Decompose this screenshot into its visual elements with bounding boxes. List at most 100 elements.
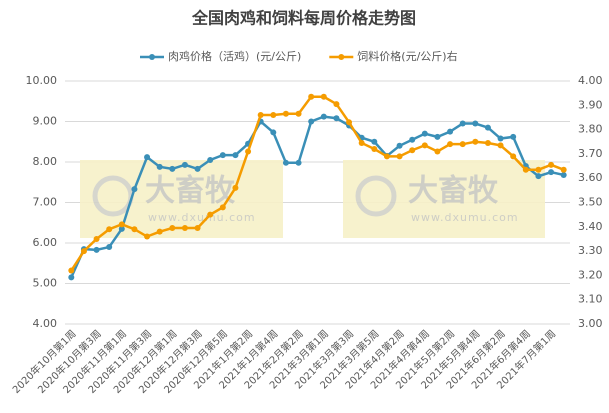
data-point bbox=[169, 165, 176, 172]
data-point bbox=[106, 226, 113, 233]
legend-marker bbox=[338, 54, 345, 60]
data-point bbox=[371, 146, 378, 153]
data-point bbox=[181, 161, 188, 168]
data-point bbox=[270, 112, 277, 119]
data-point bbox=[560, 166, 567, 173]
y2-tick-label: 3.90 bbox=[578, 98, 603, 111]
data-point bbox=[409, 147, 416, 154]
y2-tick-label: 3.10 bbox=[578, 293, 603, 306]
data-point bbox=[144, 233, 151, 240]
data-point bbox=[560, 171, 567, 178]
data-point bbox=[80, 248, 87, 255]
data-point bbox=[548, 161, 555, 168]
data-point bbox=[93, 246, 100, 253]
data-point bbox=[232, 184, 239, 191]
data-point bbox=[396, 142, 403, 149]
data-point bbox=[232, 152, 239, 159]
y-tick-label: 10.00 bbox=[26, 74, 58, 87]
data-point bbox=[308, 93, 315, 100]
y-tick-label: 4.00 bbox=[33, 317, 58, 330]
data-point bbox=[169, 225, 176, 232]
data-point bbox=[535, 166, 542, 173]
y-tick-label: 8.00 bbox=[33, 155, 58, 168]
data-point bbox=[181, 225, 188, 232]
data-point bbox=[434, 133, 441, 140]
data-point bbox=[207, 156, 214, 163]
y2-tick-label: 3.00 bbox=[578, 317, 603, 330]
data-point bbox=[219, 204, 226, 211]
y2-tick-label: 3.40 bbox=[578, 220, 603, 233]
data-point bbox=[434, 148, 441, 155]
data-point bbox=[484, 139, 491, 146]
data-point bbox=[118, 221, 125, 228]
data-point bbox=[383, 153, 390, 160]
data-point bbox=[447, 141, 454, 148]
data-point bbox=[421, 130, 428, 137]
data-point bbox=[219, 152, 226, 159]
watermark-box bbox=[343, 160, 545, 238]
data-point bbox=[68, 267, 75, 274]
legend-label: 肉鸡价格（活鸡）(元/公斤) bbox=[168, 49, 301, 63]
data-point bbox=[371, 138, 378, 145]
data-point bbox=[320, 113, 327, 120]
data-point bbox=[131, 226, 138, 233]
y-tick-label: 9.00 bbox=[33, 115, 58, 128]
data-point bbox=[295, 110, 302, 117]
watermark-url: www.dxumu.com bbox=[411, 211, 519, 224]
data-point bbox=[510, 133, 517, 140]
data-point bbox=[194, 225, 201, 232]
data-point bbox=[106, 244, 113, 251]
data-point bbox=[421, 142, 428, 149]
data-point bbox=[118, 225, 125, 232]
data-point bbox=[270, 129, 277, 136]
data-point bbox=[510, 153, 517, 160]
y2-tick-label: 3.50 bbox=[578, 196, 603, 209]
data-point bbox=[156, 163, 163, 170]
data-point bbox=[548, 169, 555, 176]
data-point bbox=[472, 120, 479, 127]
data-point bbox=[144, 154, 151, 161]
legend-label: 饲料价格(元/公斤)右 bbox=[357, 49, 457, 63]
watermark-box bbox=[80, 160, 283, 238]
y2-tick-label: 3.30 bbox=[578, 244, 603, 257]
series-line bbox=[70, 95, 565, 272]
data-point bbox=[497, 135, 504, 142]
watermark-logo: 大畜牧 bbox=[145, 174, 236, 209]
data-point bbox=[535, 173, 542, 180]
legend-marker bbox=[149, 54, 155, 60]
data-point bbox=[320, 93, 327, 100]
data-point bbox=[358, 139, 365, 146]
data-point bbox=[333, 115, 340, 122]
data-point bbox=[522, 166, 529, 173]
y2-tick-label: 3.80 bbox=[578, 123, 603, 136]
data-point bbox=[484, 124, 491, 131]
data-point bbox=[282, 110, 289, 117]
watermark-url: www.dxumu.com bbox=[148, 211, 256, 224]
y2-tick-label: 3.70 bbox=[578, 147, 603, 160]
watermark-icon bbox=[355, 175, 397, 217]
data-point bbox=[447, 128, 454, 135]
data-point bbox=[156, 228, 163, 235]
data-point bbox=[497, 142, 504, 149]
data-point bbox=[308, 118, 315, 125]
data-point bbox=[459, 120, 466, 127]
y-tick-label: 5.00 bbox=[33, 277, 58, 290]
data-point bbox=[194, 165, 201, 172]
series-line bbox=[70, 115, 564, 278]
y-tick-label: 6.00 bbox=[33, 236, 58, 249]
data-point bbox=[333, 101, 340, 108]
y-tick-label: 7.00 bbox=[33, 196, 58, 209]
data-point bbox=[346, 119, 353, 126]
data-point bbox=[68, 274, 75, 281]
data-point bbox=[282, 159, 289, 166]
data-point bbox=[409, 136, 416, 143]
y2-tick-label: 3.20 bbox=[578, 268, 603, 281]
watermark: 大畜牧 www.dxumu.com 大畜牧 www.dxumu.com bbox=[80, 160, 545, 238]
data-point bbox=[257, 112, 264, 119]
data-point bbox=[207, 211, 214, 218]
data-point bbox=[295, 159, 302, 166]
watermark-logo: 大畜牧 bbox=[408, 174, 499, 209]
data-point bbox=[93, 235, 100, 242]
data-point bbox=[396, 153, 403, 160]
